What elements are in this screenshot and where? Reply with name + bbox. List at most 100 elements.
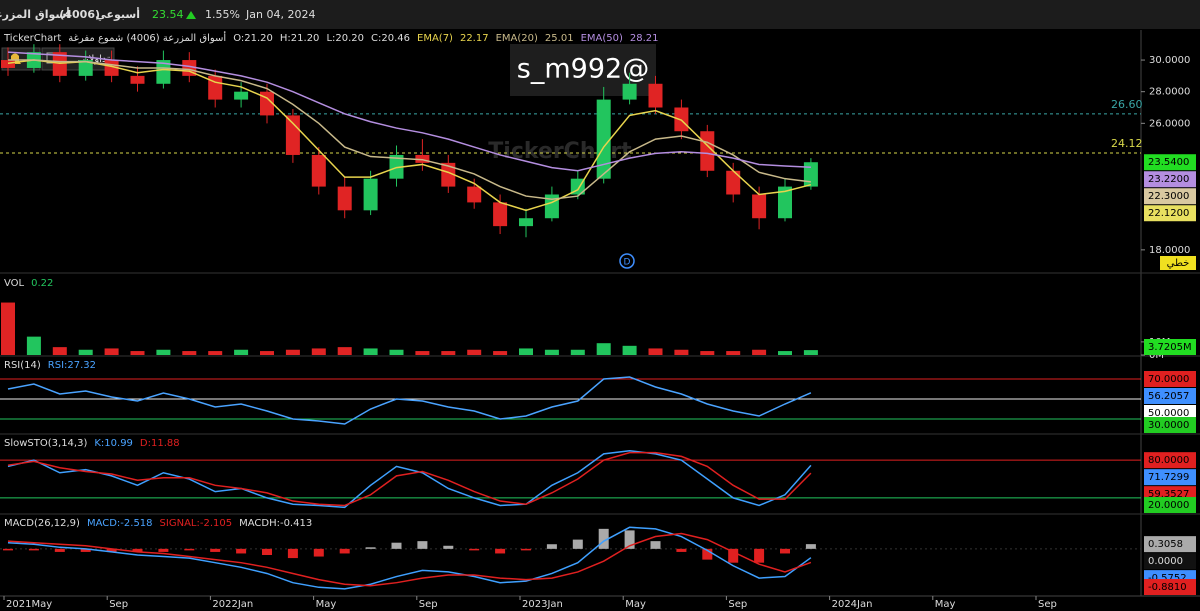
x-tick-label: 2023Jan bbox=[522, 599, 563, 610]
histogram-bar bbox=[184, 548, 195, 551]
legend-text: أسواق المزرعة (4006) شموع مفرغة bbox=[68, 31, 226, 44]
candle-body bbox=[467, 186, 482, 203]
value-badge bbox=[1144, 553, 1196, 570]
volume-bar bbox=[1, 302, 15, 355]
volume-bar bbox=[674, 349, 689, 355]
histogram-bar bbox=[339, 548, 350, 554]
histogram-bar bbox=[54, 548, 65, 552]
series-line bbox=[8, 59, 811, 200]
volume-bar bbox=[622, 345, 637, 355]
volume-bar bbox=[208, 351, 223, 355]
volume-bar bbox=[52, 347, 67, 355]
volume-bar bbox=[648, 348, 663, 355]
mode-label: خطي bbox=[1167, 258, 1190, 269]
value-badge-label: 50.0000 bbox=[1148, 408, 1189, 419]
candle-body bbox=[156, 60, 171, 84]
volume-bar bbox=[130, 351, 145, 355]
volume-bar bbox=[467, 349, 482, 355]
legend-text: K:10.99 bbox=[94, 438, 133, 449]
volume-bar bbox=[26, 336, 41, 355]
legend-text: RSI(14) bbox=[4, 360, 41, 371]
value-badge bbox=[1144, 536, 1196, 553]
candle-body bbox=[363, 178, 378, 211]
y-tick-label: 30.0000 bbox=[1149, 55, 1190, 66]
histogram-bar bbox=[495, 548, 506, 554]
volume-bar bbox=[363, 348, 378, 355]
volume-bar bbox=[234, 349, 249, 355]
value-badge bbox=[1144, 339, 1196, 355]
value-badge-label: 71.7299 bbox=[1148, 472, 1189, 483]
candle-body bbox=[1, 60, 15, 68]
histogram-bar bbox=[132, 548, 143, 552]
reference-label: 24.12 bbox=[1111, 137, 1143, 150]
candle-body bbox=[208, 75, 223, 100]
series-line bbox=[7, 51, 811, 172]
histogram-bar bbox=[262, 548, 272, 555]
value-badge bbox=[1144, 371, 1196, 387]
volume-bar bbox=[182, 351, 197, 355]
legend-text: 25.01 bbox=[545, 33, 574, 44]
value-badge-label: 30.0000 bbox=[1148, 420, 1189, 431]
histogram-bar bbox=[365, 547, 376, 549]
volume-bar bbox=[389, 349, 404, 355]
volume-bar bbox=[803, 350, 818, 355]
series-line bbox=[7, 449, 812, 509]
value-badge bbox=[1144, 171, 1196, 188]
legend-text: 0.22 bbox=[31, 278, 53, 289]
histogram-bar bbox=[702, 548, 713, 560]
legend-text: SIGNAL:-2.105 bbox=[160, 518, 233, 529]
series-line bbox=[7, 532, 812, 587]
volume-bar bbox=[311, 348, 326, 355]
legend-text: MACDH:-0.413 bbox=[239, 518, 312, 529]
value-badge-label: 23.2200 bbox=[1148, 174, 1189, 185]
x-tick-label: 2021May bbox=[6, 599, 52, 610]
legend-text: MACD:-2.518 bbox=[87, 518, 153, 529]
value-badge bbox=[1144, 388, 1196, 404]
event-marker-circle[interactable] bbox=[619, 253, 635, 269]
value-badge bbox=[1144, 154, 1196, 171]
candle-body bbox=[311, 154, 326, 187]
candle-body bbox=[803, 162, 818, 187]
mode-badge bbox=[1160, 256, 1196, 270]
x-tick-label: May bbox=[625, 599, 646, 610]
x-tick-label: Sep bbox=[728, 599, 747, 610]
candle-body bbox=[52, 52, 67, 76]
period: أسبوعي bbox=[95, 7, 140, 21]
candle-body bbox=[726, 170, 741, 195]
histogram-bar bbox=[780, 548, 790, 554]
series-line bbox=[7, 59, 812, 212]
candle-body bbox=[285, 115, 300, 155]
value-badge bbox=[1144, 417, 1196, 433]
histogram-bar bbox=[391, 542, 402, 549]
candle-body bbox=[441, 162, 456, 187]
y-tick-label: 18.0000 bbox=[1149, 245, 1190, 256]
volume-bar bbox=[78, 349, 93, 355]
y-tick-label: 26.0000 bbox=[1149, 118, 1190, 129]
date: Jan 04, 2024 bbox=[245, 8, 315, 21]
legend-text: D:11.88 bbox=[140, 438, 180, 449]
legend-text: EMA(20) bbox=[496, 33, 538, 44]
histogram-bar bbox=[805, 544, 816, 549]
candle-body bbox=[596, 99, 611, 179]
volume-bar bbox=[260, 351, 274, 355]
event-marker: D bbox=[624, 258, 631, 268]
histogram-bar bbox=[80, 548, 91, 552]
x-tick-label: May bbox=[935, 599, 956, 610]
value-badge-label: 23.5400 bbox=[1148, 157, 1189, 168]
volume-bar bbox=[726, 351, 741, 355]
legend-text: EMA(7) bbox=[417, 33, 453, 44]
value-badge-label: 22.1200 bbox=[1148, 208, 1189, 219]
legend-text: L:20.20 bbox=[326, 33, 364, 44]
value-badge-label: 59.3527 bbox=[1148, 489, 1189, 500]
value-badge bbox=[1144, 205, 1196, 222]
legend-text: O:21.20 bbox=[233, 33, 273, 44]
candle-body bbox=[493, 202, 508, 227]
candle-body bbox=[130, 75, 145, 84]
volume-bar bbox=[544, 349, 559, 355]
y-tick-label: 0M bbox=[1149, 350, 1164, 361]
legend-text: EMA(50) bbox=[581, 33, 623, 44]
x-tick-label: 2022Jan bbox=[212, 599, 253, 610]
symbol-code: (4006) bbox=[59, 8, 100, 21]
histogram-bar bbox=[624, 530, 635, 549]
